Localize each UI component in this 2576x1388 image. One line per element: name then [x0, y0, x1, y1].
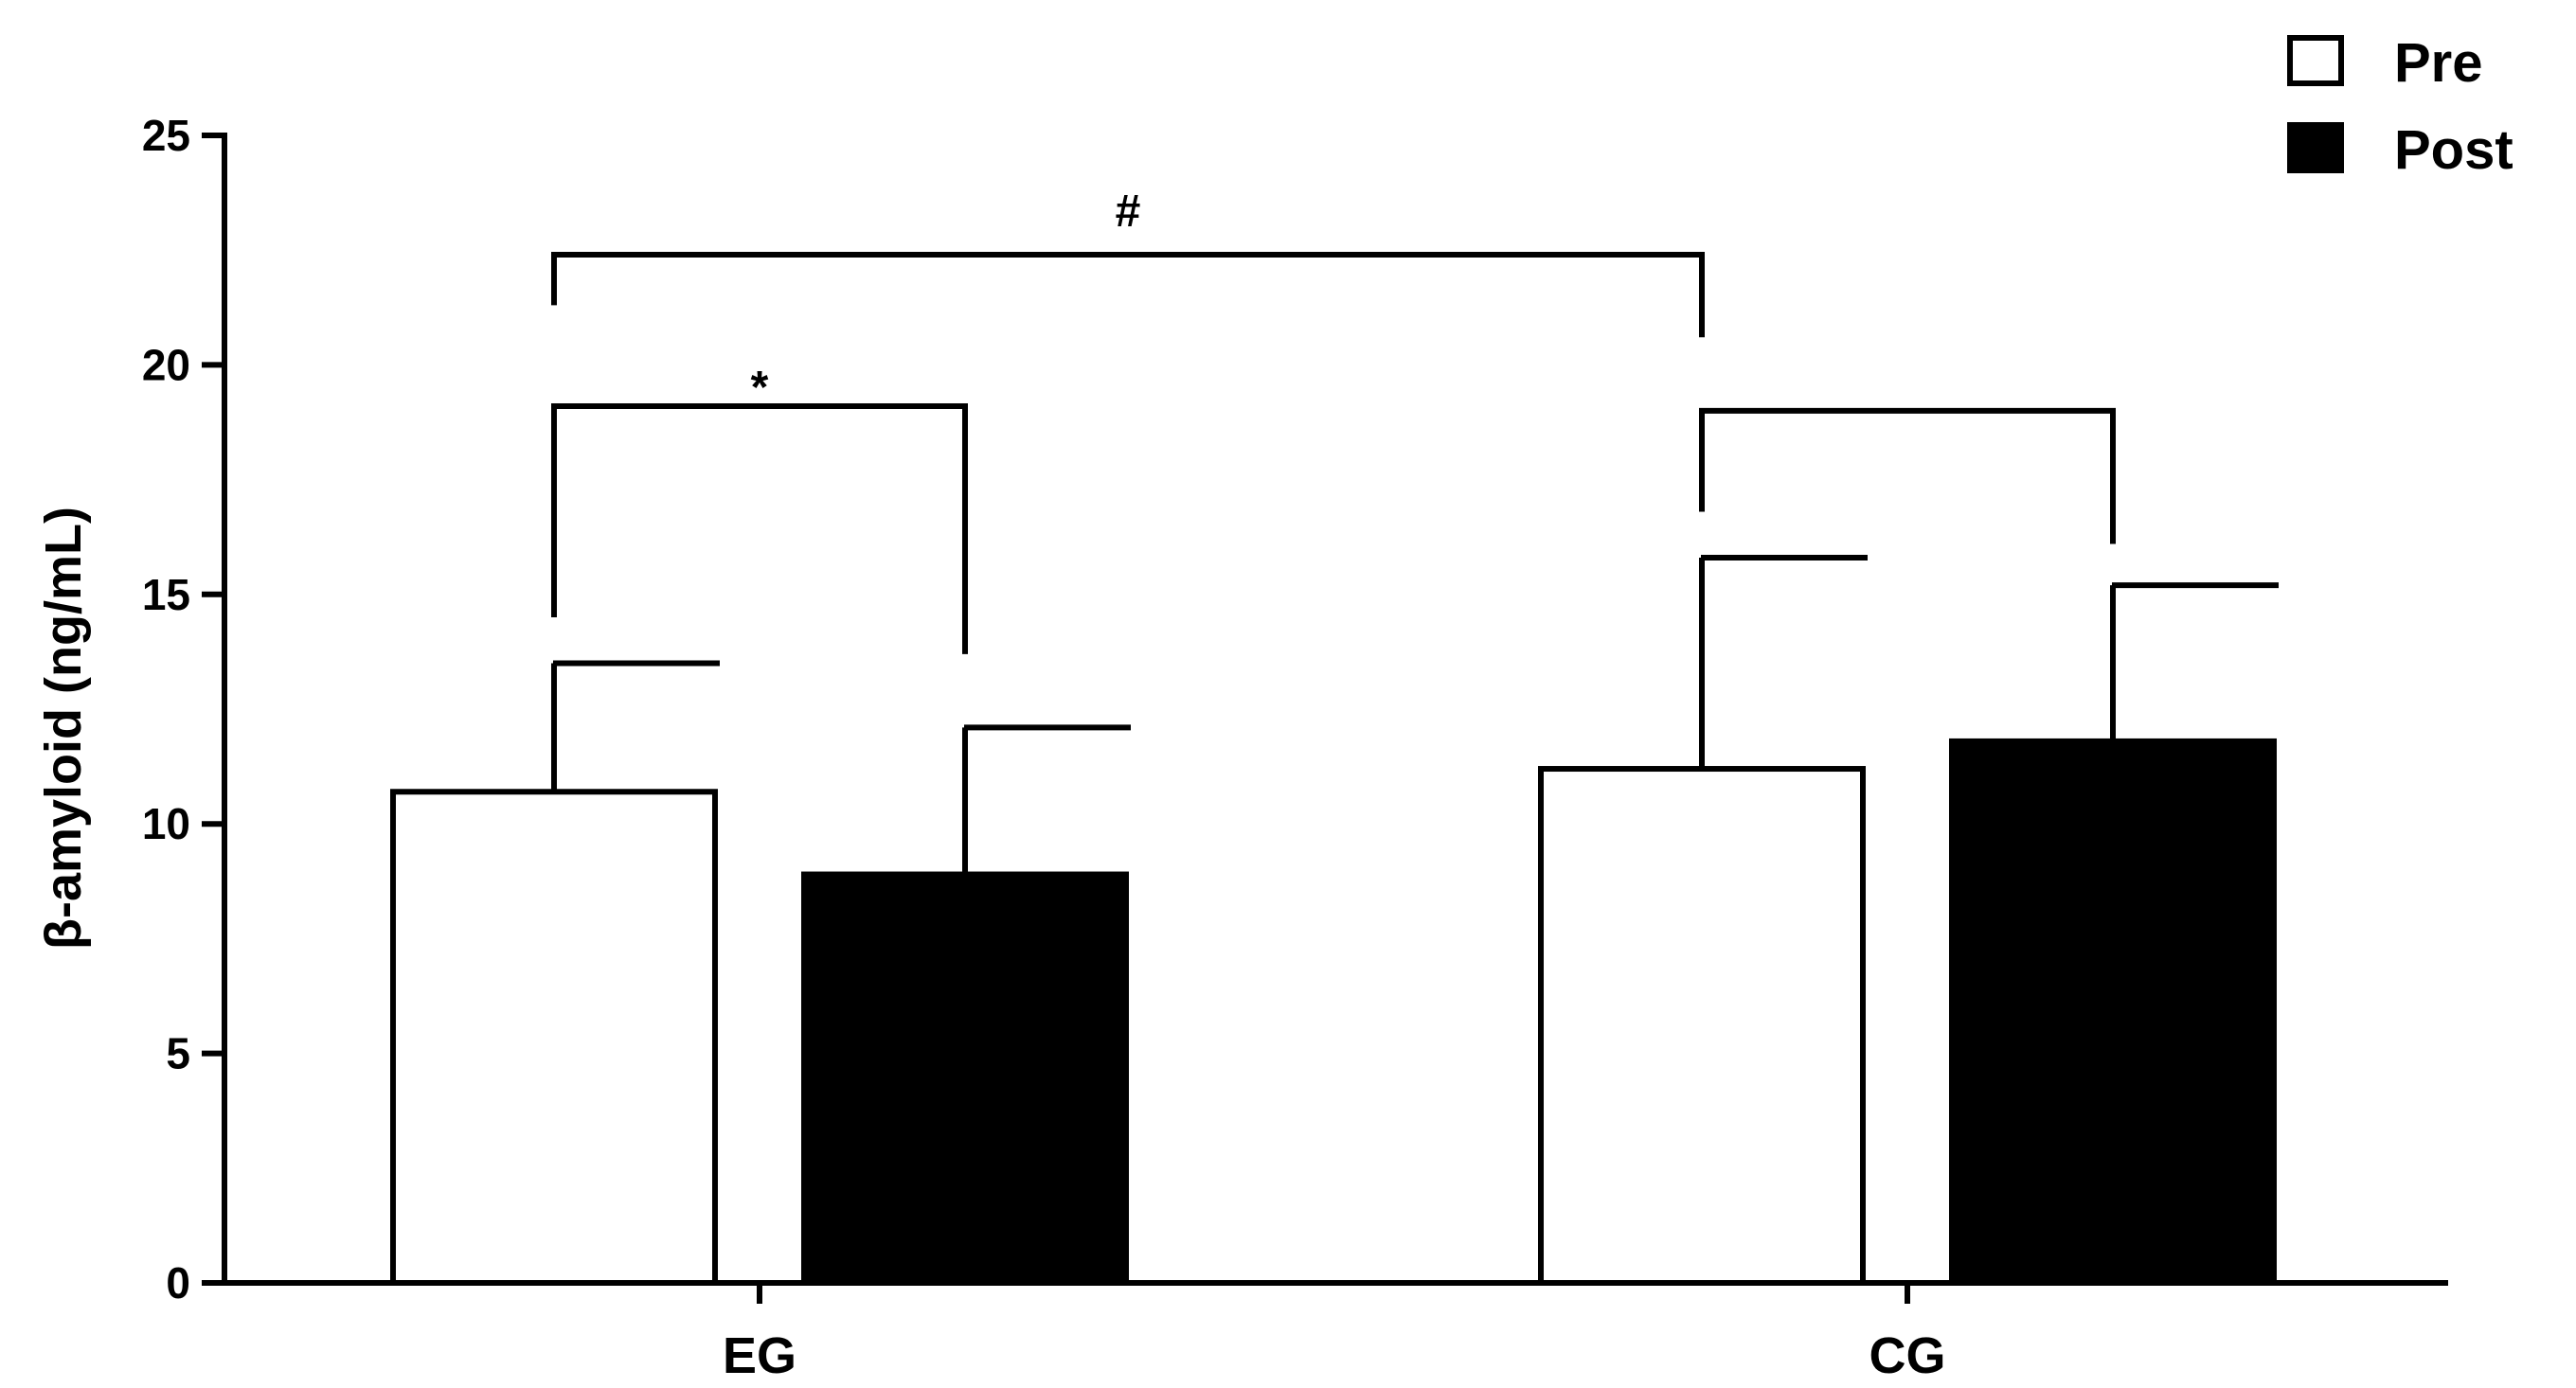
legend: Pre Post — [2287, 32, 2513, 181]
bar-eg-post — [801, 871, 1129, 1286]
significance-marker: # — [1116, 187, 1141, 237]
y-tick-label: 10 — [142, 799, 190, 848]
bar-eg-pre — [390, 789, 718, 1286]
y-tick-label: 5 — [166, 1029, 190, 1078]
y-tick-label: 15 — [142, 570, 190, 619]
x-tick-label: EG — [723, 1327, 796, 1384]
significance-bracket — [551, 252, 1705, 338]
significance-bracket — [551, 403, 968, 654]
legend-label-post: Post — [2394, 119, 2513, 181]
bars — [390, 738, 2277, 1286]
significance-bracket — [1699, 407, 2116, 544]
bar-cg-post — [1949, 738, 2277, 1286]
y-tick-label: 20 — [142, 340, 190, 389]
legend-label-pre: Pre — [2394, 32, 2483, 94]
bar-cg-pre — [1538, 766, 1866, 1286]
legend-swatch-post — [2287, 122, 2344, 173]
x-tick-label: CG — [1869, 1327, 1946, 1384]
significance-marker: * — [751, 363, 769, 413]
y-tick-label: 25 — [142, 111, 190, 160]
y-tick-label: 0 — [166, 1258, 190, 1308]
significance-brackets: *# — [551, 187, 2116, 654]
error-bars — [551, 555, 2279, 875]
y-axis-label: β-amyloid (ng/mL) — [35, 507, 92, 950]
legend-swatch-pre — [2287, 35, 2344, 86]
